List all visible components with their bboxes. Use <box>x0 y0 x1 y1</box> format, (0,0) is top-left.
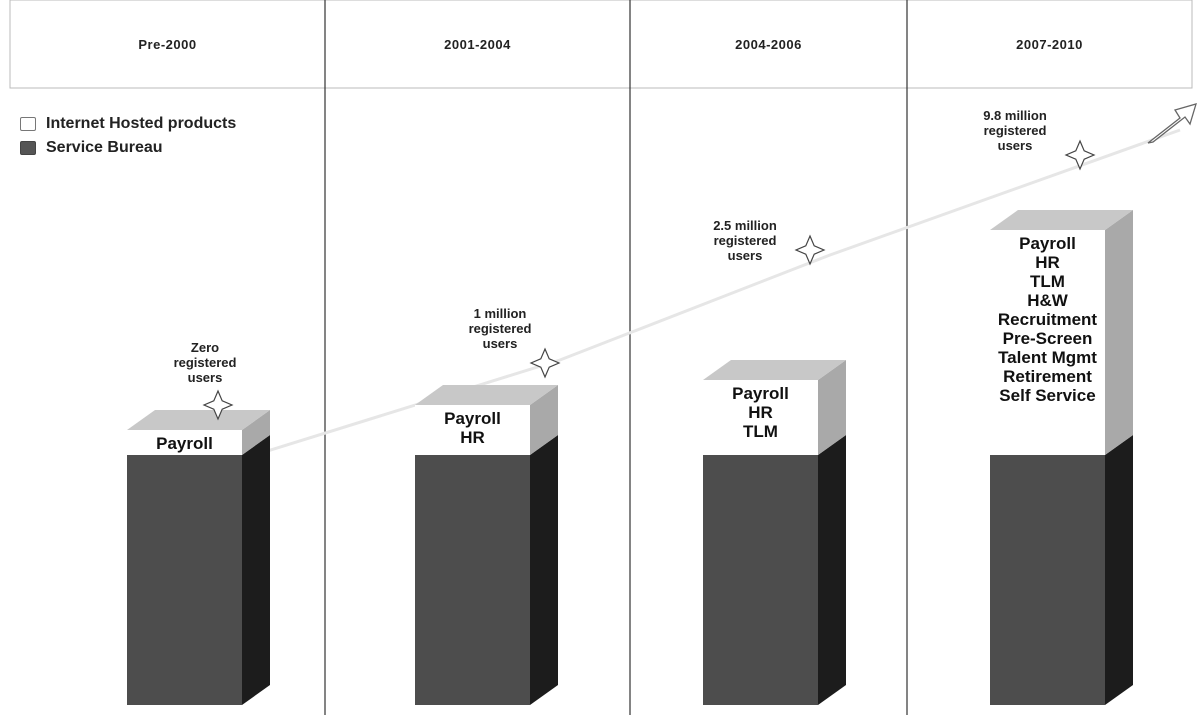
bar-top-0 <box>127 410 270 430</box>
bar-top-2 <box>703 360 846 380</box>
bar-bureau-front-2 <box>703 455 818 705</box>
trend-line <box>244 128 1181 460</box>
header-border <box>9 0 1193 89</box>
bar-hosted-front-2 <box>703 380 818 455</box>
bar-bureau-front-1 <box>415 455 530 705</box>
bar-bureau-side-2 <box>818 435 846 705</box>
bar-bureau-side-3 <box>1105 435 1133 705</box>
bar-bureau-side-0 <box>242 435 270 705</box>
callout-users-0: Zero registered users <box>173 340 237 385</box>
legend-item-bureau: Service Bureau <box>20 136 236 160</box>
header-2004-2006: 2004-2006 <box>735 36 802 52</box>
legend: Internet Hosted products Service Bureau <box>20 112 236 160</box>
four-point-star-icon <box>202 389 234 421</box>
bar-hosted-front-1 <box>415 405 530 455</box>
bar-label-1: Payroll HR <box>444 409 501 447</box>
up-right-arrow-icon <box>1147 103 1197 144</box>
legend-label-hosted: Internet Hosted products <box>46 115 237 132</box>
callout-users-1: 1 million registered users <box>468 306 532 351</box>
bar-hosted-side-1 <box>530 385 558 455</box>
bar-label-2: Payroll HR TLM <box>732 384 789 441</box>
bar-top-3 <box>990 210 1133 230</box>
bar-hosted-front-3 <box>990 230 1105 455</box>
bar-bureau-side-1 <box>530 435 558 705</box>
four-point-star-icon <box>529 347 561 379</box>
bar-hosted-front-0 <box>127 430 242 455</box>
header-pre-2000: Pre-2000 <box>138 36 197 52</box>
legend-item-hosted: Internet Hosted products <box>20 112 236 136</box>
bar-hosted-side-2 <box>818 360 846 455</box>
header-2007-2010: 2007-2010 <box>1016 36 1083 52</box>
legend-label-bureau: Service Bureau <box>46 139 163 156</box>
bar-bureau-front-3 <box>990 455 1105 705</box>
header-2001-2004: 2001-2004 <box>444 36 511 52</box>
bar-label-0: Payroll <box>156 434 213 453</box>
callout-users-2: 2.5 million registered users <box>713 218 777 263</box>
bar-bureau-front-0 <box>127 455 242 705</box>
legend-swatch-bureau <box>20 141 36 155</box>
legend-swatch-hosted <box>20 117 36 131</box>
four-point-star-icon <box>794 234 826 266</box>
bar-hosted-side-3 <box>1105 210 1133 455</box>
bar-top-1 <box>415 385 558 405</box>
bar-hosted-side-0 <box>242 410 270 455</box>
bar-label-3: Payroll HR TLM H&W Recruitment Pre-Scree… <box>997 234 1098 405</box>
four-point-star-icon <box>1064 139 1096 171</box>
callout-users-3: 9.8 million registered users <box>983 108 1047 153</box>
